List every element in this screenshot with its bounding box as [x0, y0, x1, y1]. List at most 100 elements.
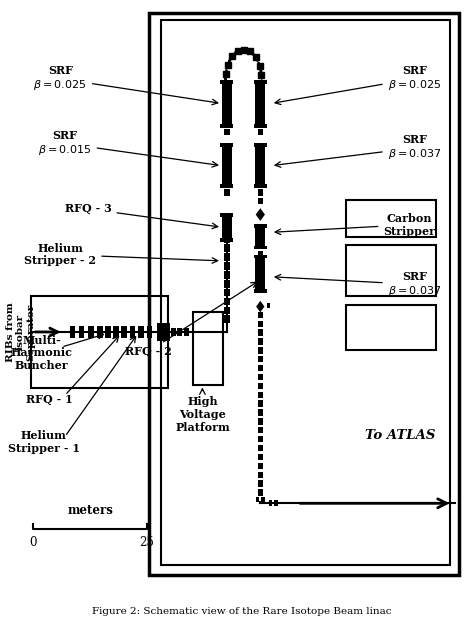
- Bar: [261, 497, 265, 502]
- Bar: [255, 497, 259, 502]
- Bar: [224, 253, 230, 259]
- Bar: [220, 184, 233, 188]
- Bar: [157, 323, 171, 341]
- Bar: [220, 144, 233, 148]
- Bar: [224, 254, 230, 261]
- Bar: [254, 124, 267, 128]
- Bar: [257, 312, 263, 318]
- Bar: [257, 356, 263, 363]
- Bar: [267, 303, 271, 308]
- Bar: [224, 271, 230, 277]
- Bar: [255, 80, 265, 128]
- Bar: [257, 436, 263, 443]
- Bar: [177, 328, 182, 336]
- Bar: [220, 238, 233, 242]
- Bar: [224, 298, 230, 304]
- Bar: [224, 272, 230, 279]
- Bar: [193, 312, 223, 385]
- Polygon shape: [255, 208, 265, 221]
- Bar: [257, 427, 263, 434]
- Bar: [346, 200, 436, 237]
- Bar: [224, 262, 230, 268]
- Bar: [254, 80, 267, 84]
- Bar: [257, 489, 263, 495]
- Text: Helium
Stripper - 1: Helium Stripper - 1: [8, 430, 80, 453]
- Bar: [70, 326, 75, 338]
- Bar: [257, 480, 263, 487]
- Bar: [224, 237, 230, 243]
- Bar: [130, 326, 135, 338]
- Bar: [222, 144, 232, 188]
- Bar: [254, 245, 267, 249]
- Bar: [220, 124, 233, 128]
- Bar: [224, 129, 230, 135]
- Bar: [254, 224, 267, 228]
- Bar: [224, 263, 230, 270]
- Bar: [257, 338, 263, 345]
- Bar: [257, 374, 263, 380]
- Bar: [149, 13, 459, 575]
- Bar: [224, 245, 230, 252]
- Bar: [79, 326, 84, 338]
- Bar: [121, 326, 127, 338]
- Bar: [222, 213, 232, 242]
- Text: RFQ - 2: RFQ - 2: [125, 282, 257, 357]
- Bar: [171, 328, 175, 336]
- Text: SRF
$\beta = 0.037$: SRF $\beta = 0.037$: [275, 271, 441, 298]
- Bar: [257, 129, 263, 135]
- Bar: [254, 289, 267, 293]
- Bar: [224, 281, 230, 287]
- Bar: [257, 392, 263, 398]
- Bar: [222, 80, 232, 128]
- Bar: [254, 254, 267, 258]
- Bar: [220, 80, 233, 84]
- Bar: [257, 418, 263, 425]
- Text: Carbon
Stripper: Carbon Stripper: [275, 213, 436, 237]
- Bar: [224, 290, 230, 296]
- Polygon shape: [256, 301, 264, 312]
- Bar: [254, 144, 267, 148]
- Bar: [224, 244, 230, 251]
- Text: RFQ - 1: RFQ - 1: [26, 394, 73, 404]
- Bar: [255, 254, 265, 293]
- Bar: [224, 280, 230, 286]
- Bar: [97, 326, 103, 338]
- Bar: [257, 445, 263, 452]
- Bar: [184, 328, 189, 336]
- Text: RIBs from
Isobar
Separator: RIBs from Isobar Separator: [6, 302, 36, 362]
- Text: 25: 25: [139, 536, 154, 550]
- Bar: [346, 305, 436, 350]
- Text: SRF
$\beta = 0.025$: SRF $\beta = 0.025$: [275, 66, 441, 104]
- Bar: [257, 401, 263, 407]
- Bar: [257, 251, 263, 258]
- Bar: [88, 326, 93, 338]
- Text: SRF
$\beta = 0.025$: SRF $\beta = 0.025$: [34, 66, 218, 105]
- Text: 0: 0: [30, 536, 37, 550]
- Bar: [147, 326, 153, 338]
- Bar: [224, 315, 230, 322]
- Bar: [105, 326, 111, 338]
- Bar: [257, 471, 263, 478]
- Bar: [254, 184, 267, 188]
- Bar: [220, 213, 233, 217]
- Text: SRF
$\beta = 0.037$: SRF $\beta = 0.037$: [275, 134, 441, 167]
- Bar: [224, 189, 230, 195]
- Text: To ATLAS: To ATLAS: [365, 429, 436, 442]
- Bar: [161, 20, 450, 565]
- Bar: [257, 321, 263, 327]
- Bar: [257, 410, 263, 416]
- Text: SRF
$\beta = 0.015$: SRF $\beta = 0.015$: [38, 130, 218, 167]
- Bar: [257, 463, 263, 469]
- Text: Figure 2: Schematic view of the Rare Isotope Beam linac: Figure 2: Schematic view of the Rare Iso…: [92, 607, 392, 616]
- Bar: [257, 329, 263, 336]
- Bar: [31, 296, 168, 388]
- Bar: [257, 383, 263, 389]
- Bar: [255, 144, 265, 188]
- Text: Helium
Stripper - 2: Helium Stripper - 2: [24, 243, 218, 266]
- Bar: [138, 326, 144, 338]
- Bar: [224, 307, 230, 313]
- Bar: [274, 500, 278, 506]
- Bar: [257, 189, 263, 195]
- Text: Multi-
Harmonic
Buncher: Multi- Harmonic Buncher: [11, 335, 73, 371]
- Bar: [224, 299, 230, 305]
